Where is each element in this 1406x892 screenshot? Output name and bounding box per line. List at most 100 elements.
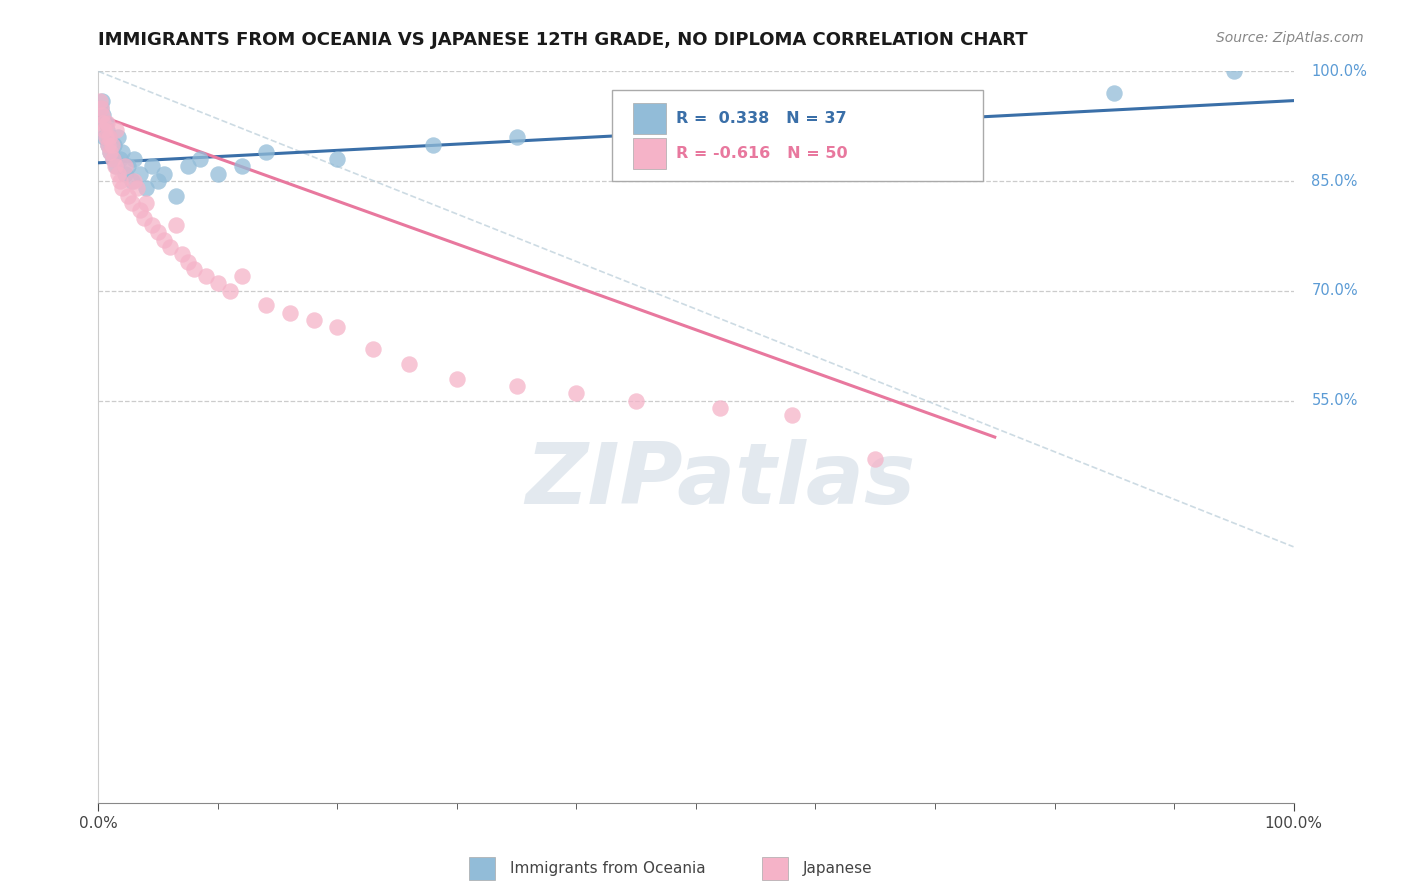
Point xyxy=(108,174,131,188)
Text: IMMIGRANTS FROM OCEANIA VS JAPANESE 12TH GRADE, NO DIPLOMA CORRELATION CHART: IMMIGRANTS FROM OCEANIA VS JAPANESE 12TH… xyxy=(98,31,1028,49)
Point xyxy=(865,108,887,122)
Point xyxy=(141,160,163,174)
Point xyxy=(117,160,139,174)
Point xyxy=(1223,64,1246,78)
Point xyxy=(105,123,128,137)
Point xyxy=(153,233,176,247)
Point xyxy=(278,306,301,320)
Point xyxy=(326,320,349,334)
Point xyxy=(165,218,187,232)
Text: 100.0%: 100.0% xyxy=(1312,64,1367,78)
Point xyxy=(125,181,148,195)
Bar xyxy=(762,857,787,880)
Text: Immigrants from Oceania: Immigrants from Oceania xyxy=(509,861,706,876)
Point xyxy=(626,393,648,408)
Point xyxy=(183,261,205,276)
FancyBboxPatch shape xyxy=(613,90,983,181)
Point xyxy=(865,452,887,467)
Point xyxy=(195,269,218,284)
Point xyxy=(254,298,277,312)
Point xyxy=(101,152,124,166)
Point xyxy=(177,254,200,268)
Point xyxy=(135,181,157,195)
Point xyxy=(98,130,121,145)
Point xyxy=(108,152,131,166)
Point xyxy=(153,167,176,181)
Text: R = -0.616   N = 50: R = -0.616 N = 50 xyxy=(676,145,848,161)
Point xyxy=(506,130,529,145)
Point xyxy=(326,152,349,166)
Point xyxy=(117,188,139,202)
Text: 55.0%: 55.0% xyxy=(1312,393,1358,408)
Point xyxy=(107,130,129,145)
Point xyxy=(91,108,114,122)
Point xyxy=(107,167,129,181)
Point xyxy=(90,101,112,115)
Point xyxy=(188,152,211,166)
Point xyxy=(172,247,194,261)
Point xyxy=(114,160,136,174)
Point xyxy=(446,371,468,385)
Point xyxy=(105,160,128,174)
Text: 70.0%: 70.0% xyxy=(1312,284,1358,298)
Bar xyxy=(633,103,666,134)
Text: R =  0.338   N = 37: R = 0.338 N = 37 xyxy=(676,111,846,126)
Text: Source: ZipAtlas.com: Source: ZipAtlas.com xyxy=(1216,31,1364,45)
Point xyxy=(94,115,117,129)
Point xyxy=(148,225,170,239)
Point xyxy=(111,145,134,159)
Point xyxy=(91,94,114,108)
Point xyxy=(93,130,115,145)
Point xyxy=(135,196,157,211)
Point xyxy=(177,160,200,174)
Point xyxy=(254,145,277,159)
Point xyxy=(100,137,122,152)
Point xyxy=(129,167,152,181)
Point xyxy=(90,101,112,115)
Point xyxy=(96,115,118,129)
Point xyxy=(101,152,124,166)
Point xyxy=(565,386,588,401)
Point xyxy=(98,130,121,145)
Point xyxy=(709,401,731,415)
Point xyxy=(398,357,420,371)
Point xyxy=(129,203,152,218)
Point xyxy=(111,181,134,195)
Point xyxy=(780,408,803,422)
Point xyxy=(159,240,181,254)
Point xyxy=(506,379,529,393)
Point xyxy=(422,137,444,152)
Point xyxy=(89,94,111,108)
Point xyxy=(121,196,143,211)
Point xyxy=(302,313,325,327)
Point xyxy=(363,343,385,357)
Point xyxy=(1104,87,1126,101)
Bar xyxy=(470,857,495,880)
Point xyxy=(103,137,125,152)
Point xyxy=(132,211,155,225)
Point xyxy=(91,115,114,129)
Text: Japanese: Japanese xyxy=(803,861,872,876)
Point xyxy=(114,167,136,181)
Point xyxy=(207,167,229,181)
Point xyxy=(219,284,242,298)
Point xyxy=(94,130,117,145)
Point xyxy=(96,123,118,137)
Point xyxy=(141,218,163,232)
Point xyxy=(231,269,253,284)
Point xyxy=(124,174,146,188)
Text: 85.0%: 85.0% xyxy=(1312,174,1358,188)
Point xyxy=(685,115,707,129)
Point xyxy=(97,137,120,152)
Bar xyxy=(633,138,666,169)
Point xyxy=(207,277,229,291)
Point xyxy=(231,160,253,174)
Point xyxy=(165,188,187,202)
Point xyxy=(93,123,115,137)
Point xyxy=(91,108,114,122)
Point xyxy=(104,160,127,174)
Point xyxy=(97,137,120,152)
Point xyxy=(121,174,143,188)
Point xyxy=(98,145,122,159)
Point xyxy=(98,145,122,159)
